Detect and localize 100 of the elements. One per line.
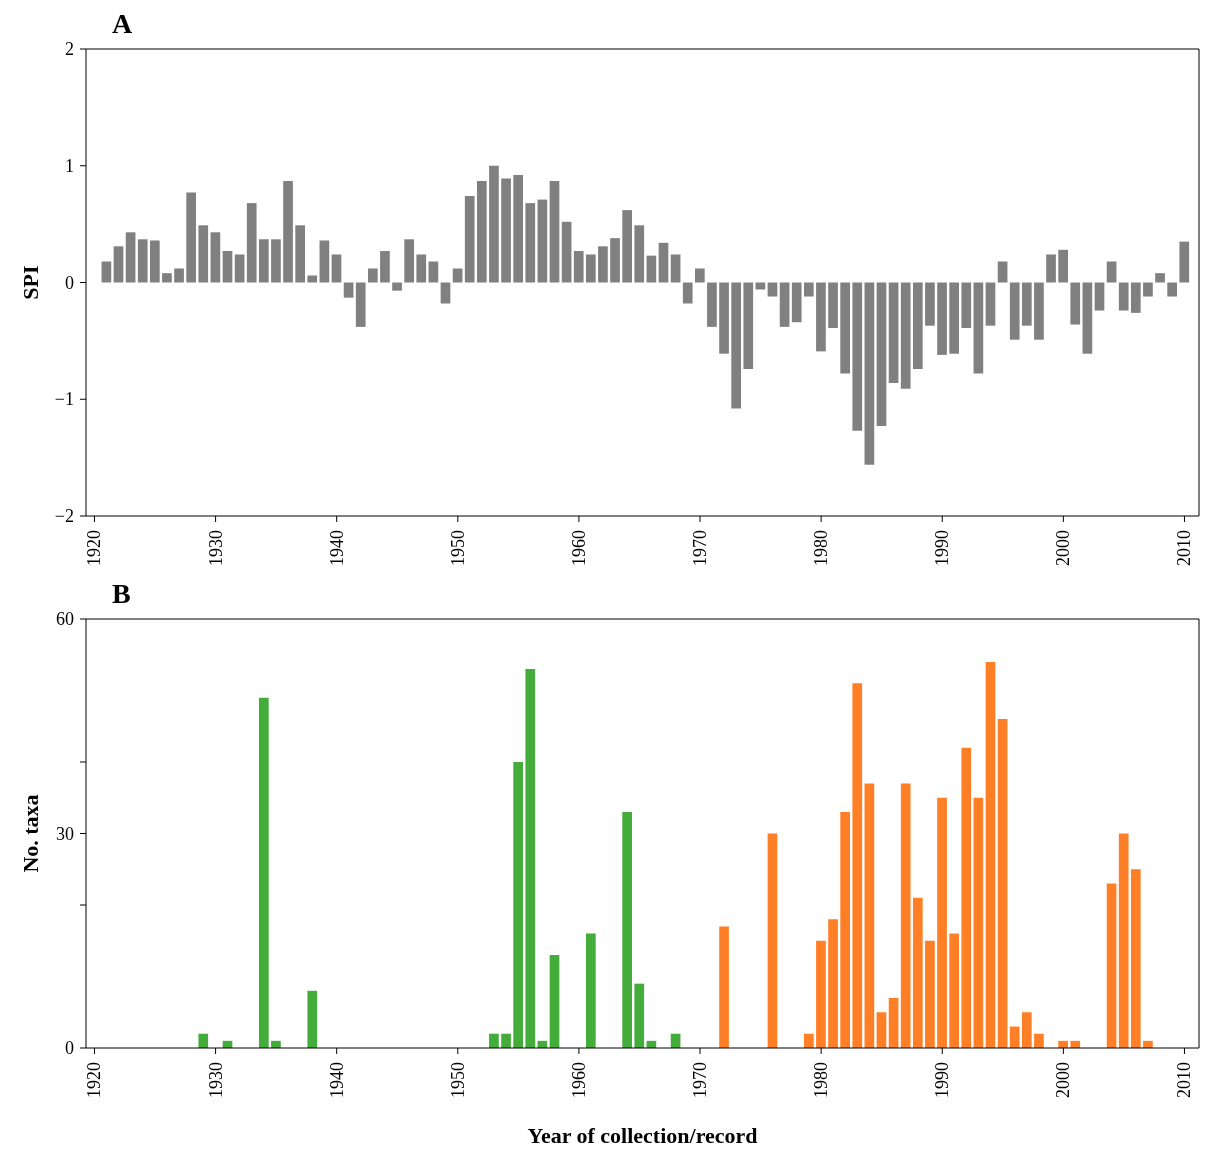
bar <box>852 282 863 431</box>
bar <box>937 282 947 355</box>
bar <box>670 254 681 283</box>
x-tick-label: 2000 <box>1053 530 1074 566</box>
bar <box>513 175 523 283</box>
bar <box>828 919 838 1048</box>
y-tick-label: 0 <box>65 272 74 293</box>
bar <box>1130 869 1141 1048</box>
bar <box>634 225 645 283</box>
bar <box>864 783 875 1048</box>
bar <box>125 232 136 283</box>
bar <box>622 812 632 1048</box>
bar <box>501 178 511 283</box>
bar <box>440 282 451 304</box>
x-tick-label: 1960 <box>568 530 589 566</box>
bar <box>258 697 269 1048</box>
bar <box>888 282 899 383</box>
bar <box>1167 282 1177 297</box>
bar <box>162 273 172 283</box>
bar <box>549 180 560 283</box>
bar <box>186 192 197 283</box>
y-axis-title: SPI <box>17 265 43 300</box>
bar <box>682 282 693 304</box>
bar <box>1118 282 1129 311</box>
bar <box>900 282 911 389</box>
bar <box>840 282 850 374</box>
bar <box>1082 282 1093 354</box>
bar <box>864 282 875 465</box>
bar <box>852 683 863 1048</box>
bar <box>900 783 911 1048</box>
bar <box>464 196 475 283</box>
bar <box>234 254 245 283</box>
bar <box>137 239 148 283</box>
bar <box>331 254 342 283</box>
bar <box>1070 282 1081 325</box>
bar <box>1106 261 1117 283</box>
bar <box>489 1033 499 1048</box>
x-tick-label: 2010 <box>1174 530 1195 566</box>
bar <box>101 261 112 283</box>
y-tick-label: 1 <box>65 155 74 176</box>
bar <box>767 282 778 297</box>
bar <box>985 661 996 1048</box>
x-tick-label: 1970 <box>690 1062 711 1098</box>
bar <box>997 719 1008 1048</box>
x-tick-label: 1930 <box>205 530 226 566</box>
x-tick-label: 1940 <box>326 530 347 566</box>
y-tick-label: −2 <box>54 506 74 526</box>
bar <box>307 990 318 1048</box>
bar <box>271 239 281 283</box>
bar <box>198 1033 209 1048</box>
bar <box>985 282 996 326</box>
bar <box>658 242 669 283</box>
bar <box>925 940 935 1048</box>
bar <box>1106 883 1117 1048</box>
bar <box>779 282 790 327</box>
bar <box>258 239 269 283</box>
x-tick-label: 2000 <box>1053 1062 1074 1098</box>
bar <box>743 282 754 369</box>
bar <box>561 221 572 283</box>
y-tick-label: 2 <box>65 39 74 59</box>
bar <box>1021 1012 1032 1048</box>
bar <box>1046 254 1056 283</box>
bar <box>573 250 584 283</box>
x-tick-label: 1920 <box>84 530 105 566</box>
bar <box>888 997 899 1048</box>
bar <box>646 255 657 283</box>
bar <box>949 282 959 354</box>
bar <box>816 282 826 352</box>
x-tick-label: 1950 <box>447 530 468 566</box>
bar <box>1094 282 1105 311</box>
x-tick-label: 1980 <box>811 530 832 566</box>
y-axis-title: No. taxa <box>17 794 43 873</box>
x-tick-label: 1930 <box>205 1062 226 1098</box>
bar <box>1034 1033 1044 1048</box>
bar <box>319 240 330 283</box>
bar <box>1009 1026 1020 1048</box>
bar <box>343 282 354 298</box>
bar <box>1021 282 1032 326</box>
bar <box>791 282 802 323</box>
bar <box>367 268 378 283</box>
bar <box>719 926 729 1048</box>
bar <box>501 1033 511 1048</box>
bar <box>295 225 306 283</box>
bar <box>803 1033 814 1048</box>
bar <box>513 762 523 1048</box>
bar <box>912 282 923 369</box>
bar <box>767 833 778 1048</box>
bar <box>828 282 838 329</box>
bar <box>525 203 536 283</box>
bar <box>549 955 560 1048</box>
bar <box>404 239 415 283</box>
bar <box>634 983 645 1048</box>
bar <box>719 282 729 354</box>
bar <box>949 933 959 1048</box>
bar <box>149 240 160 283</box>
bar <box>731 282 741 409</box>
bar <box>973 797 984 1048</box>
bar <box>476 180 487 283</box>
bar <box>113 246 124 283</box>
x-tick-label: 1920 <box>84 1062 105 1098</box>
